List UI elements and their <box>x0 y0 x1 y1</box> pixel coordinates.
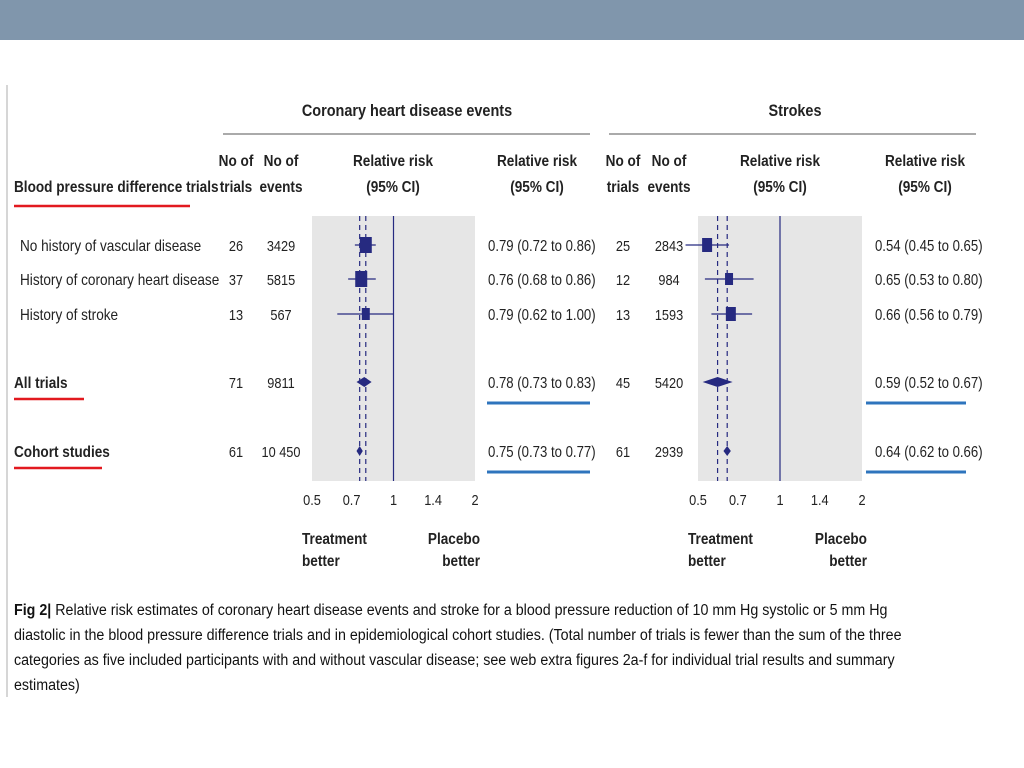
x-tick-label: 0.7 <box>343 491 361 508</box>
row-label: History of stroke <box>20 307 118 324</box>
caption-prefix: Fig 2 <box>14 602 48 619</box>
figure-caption: Fig 2| Relative risk estimates of corona… <box>14 602 902 694</box>
summary-diamond <box>723 446 731 456</box>
col-header-events: events <box>259 179 302 196</box>
summary-diamond <box>356 446 363 456</box>
col-header-rr-text: Relative risk <box>497 153 578 170</box>
point-estimate-square <box>361 308 370 320</box>
figure-left-border <box>6 85 8 697</box>
treatment-better-label: better <box>688 553 726 570</box>
row-events: 567 <box>270 306 291 323</box>
treatment-better-label: Treatment <box>302 531 367 548</box>
placebo-better-label: Placebo <box>815 531 867 548</box>
row-rr-text: 0.78 (0.73 to 0.83) <box>488 375 596 392</box>
col-header-trials: No of <box>606 153 641 170</box>
col-header-trials: No of <box>219 153 254 170</box>
x-tick-label: 0.7 <box>729 491 747 508</box>
row-events: 2843 <box>655 237 684 254</box>
row-header: Blood pressure difference trials <box>14 179 219 196</box>
row-events: 3429 <box>267 237 296 254</box>
point-estimate-square <box>359 237 372 253</box>
col-header-rr-plot: (95% CI) <box>366 179 420 196</box>
row-rr-text: 0.66 (0.56 to 0.79) <box>875 307 983 324</box>
slide-header-bar <box>0 0 1024 40</box>
panel-title: Strokes <box>769 102 822 120</box>
row-trials: 25 <box>616 237 630 254</box>
col-header-rr-text: (95% CI) <box>510 179 564 196</box>
row-rr-text: 0.75 (0.73 to 0.77) <box>488 444 596 461</box>
point-estimate-square <box>725 307 736 321</box>
x-tick-label: 2 <box>471 491 478 508</box>
row-rr-text: 0.79 (0.62 to 1.00) <box>488 307 596 324</box>
row-trials: 37 <box>229 271 243 288</box>
row-label: No history of vascular disease <box>20 238 201 255</box>
treatment-better-label: better <box>302 553 340 570</box>
row-trials: 26 <box>229 237 243 254</box>
row-events: 9811 <box>267 374 295 391</box>
col-header-events: No of <box>264 153 299 170</box>
x-tick-label: 0.5 <box>303 491 321 508</box>
placebo-better-label: better <box>829 553 867 570</box>
col-header-events: No of <box>652 153 687 170</box>
col-header-rr-plot: Relative risk <box>353 153 434 170</box>
row-events: 984 <box>658 271 679 288</box>
col-header-rr-plot: (95% CI) <box>753 179 807 196</box>
row-rr-text: 0.64 (0.62 to 0.66) <box>875 444 983 461</box>
row-rr-text: 0.59 (0.52 to 0.67) <box>875 375 983 392</box>
row-events: 10 450 <box>262 443 301 460</box>
forest-plot: Blood pressure difference trials No histo… <box>14 102 983 570</box>
row-trials: 12 <box>616 271 630 288</box>
x-tick-label: 2 <box>858 491 865 508</box>
col-header-rr-text: (95% CI) <box>898 179 952 196</box>
row-events: 2939 <box>655 443 684 460</box>
placebo-better-label: Placebo <box>428 531 480 548</box>
point-estimate-square <box>702 238 713 252</box>
point-estimate-square <box>355 271 368 287</box>
x-tick-label: 0.5 <box>689 491 707 508</box>
row-events: 1593 <box>655 306 684 323</box>
treatment-better-label: Treatment <box>688 531 753 548</box>
x-tick-label: 1 <box>390 491 397 508</box>
col-header-rr-plot: Relative risk <box>740 153 821 170</box>
caption-text: Relative risk estimates of coronary hear… <box>14 602 902 694</box>
row-trials: 45 <box>616 374 630 391</box>
row-label: History of coronary heart disease <box>20 272 219 289</box>
x-tick-label: 1 <box>776 491 783 508</box>
row-rr-text: 0.54 (0.45 to 0.65) <box>875 238 983 255</box>
placebo-better-label: better <box>442 553 480 570</box>
row-rr-text: 0.76 (0.68 to 0.86) <box>488 272 596 289</box>
col-header-rr-text: Relative risk <box>885 153 966 170</box>
row-trials: 13 <box>229 306 243 323</box>
x-tick-label: 1.4 <box>424 491 442 508</box>
panel-title: Coronary heart disease events <box>302 102 512 120</box>
row-events: 5815 <box>267 271 296 288</box>
row-rr-text: 0.79 (0.72 to 0.86) <box>488 238 596 255</box>
row-trials: 13 <box>616 306 630 323</box>
row-rr-text: 0.65 (0.53 to 0.80) <box>875 272 983 289</box>
row-trials: 71 <box>229 374 243 391</box>
col-header-trials: trials <box>607 179 639 196</box>
row-label: All trials <box>14 375 68 392</box>
col-header-events: events <box>647 179 690 196</box>
point-estimate-square <box>725 273 734 285</box>
row-label: Cohort studies <box>14 444 110 461</box>
summary-diamond <box>702 377 733 387</box>
row-trials: 61 <box>229 443 243 460</box>
x-tick-label: 1.4 <box>811 491 829 508</box>
row-trials: 61 <box>616 443 630 460</box>
row-events: 5420 <box>655 374 684 391</box>
summary-diamond <box>356 377 372 387</box>
col-header-trials: trials <box>220 179 252 196</box>
